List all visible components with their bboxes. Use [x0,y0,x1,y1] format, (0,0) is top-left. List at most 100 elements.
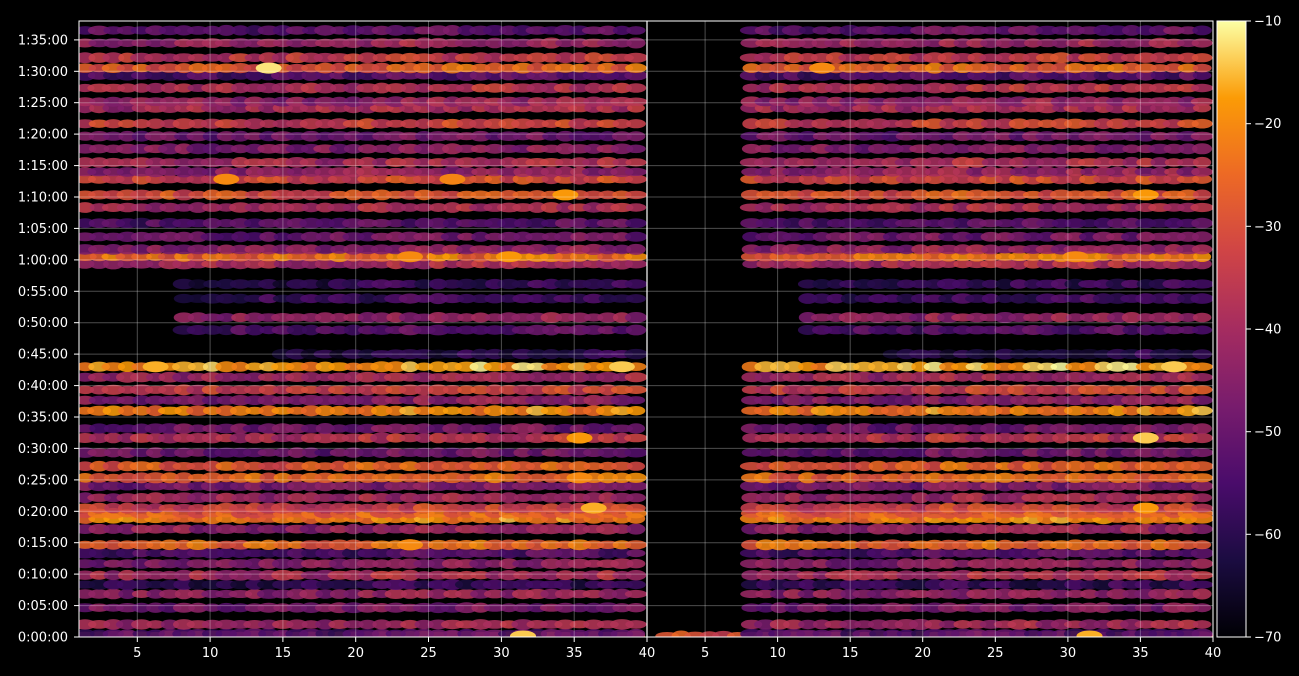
heatmap-cell [273,217,293,229]
heatmap-cell [527,423,547,434]
heatmap-cell [826,473,846,482]
heatmap-cell [330,482,349,491]
heatmap-cell [1177,569,1199,581]
heatmap-cell [371,447,392,458]
heatmap-cell [456,63,477,73]
heatmap-cell [993,394,1017,406]
heatmap-cell [1178,70,1198,81]
heatmap-cell [769,97,791,106]
heatmap-cell [1079,361,1100,372]
heatmap-cell [812,619,832,630]
heatmap-cell [596,119,620,128]
heatmap-cell [231,130,250,142]
heatmap-cell [598,461,617,471]
heatmap-cell [1107,63,1129,73]
heatmap-cell [287,493,307,503]
heatmap-cell [301,548,322,558]
heatmap-cell [1193,540,1212,550]
heatmap-cell [258,102,280,114]
heatmap-cell [979,461,1003,471]
heatmap-cell [769,503,791,513]
heatmap-cell [1135,293,1157,304]
heatmap-cell [231,25,250,36]
heatmap-cell [853,579,876,590]
heatmap-cell [400,361,420,373]
heatmap-cell [854,259,875,269]
heatmap-cell [498,448,520,457]
heatmap-cell [881,173,904,185]
heatmap-cell [1008,629,1030,637]
heatmap-cell [612,131,632,142]
heatmap-cell [925,493,945,503]
heatmap-cell [314,448,337,457]
heatmap-cell [160,448,180,457]
heatmap-cell [584,580,603,589]
heatmap-cell [412,503,436,514]
heatmap-cell [880,433,905,443]
heatmap-cell [596,540,619,549]
heatmap-cell [854,294,874,303]
heatmap-cell [784,492,804,503]
heatmap-cell [625,63,647,73]
heatmap-cell [172,189,196,201]
heatmap-cell [597,432,618,444]
heatmap-cell [812,372,832,382]
heatmap-cell [1191,118,1213,129]
heatmap-cell [1163,71,1184,80]
heatmap-cell [440,232,465,242]
heatmap-cell [330,244,349,254]
heatmap-cell [980,231,1002,242]
heatmap-hotspot [510,630,536,637]
heatmap-cell [527,279,547,289]
heatmap-cell [625,190,647,200]
heatmap-cell [798,312,818,323]
heatmap-cell [1052,202,1071,213]
heatmap-cell [398,312,422,323]
heatmap-cell [144,53,168,63]
heatmap-cell [966,540,988,550]
heatmap-cell [483,423,507,434]
heatmap-cell [868,53,888,62]
heatmap-cell [89,473,110,483]
heatmap-cell [611,588,633,600]
heatmap-cell [399,461,421,472]
heatmap-cell [1063,492,1088,503]
heatmap-cell [272,558,294,569]
heatmap-cell [868,70,888,81]
heatmap-cell [1024,558,1043,569]
heatmap-cell [103,38,123,48]
heatmap-cell [525,232,549,241]
heatmap-cell [783,131,804,141]
heatmap-cell [1093,70,1114,81]
heatmap-cell [89,502,109,514]
heatmap-cell [173,503,195,513]
heatmap-cell [626,580,646,590]
heatmap-cell [880,202,905,213]
heatmap-cell [894,394,919,406]
x-tick-label: 15 [275,646,292,661]
heatmap-cell [1008,118,1030,129]
heatmap-cell [228,167,252,177]
heatmap-cell [330,83,349,93]
heatmap-cell [924,203,946,212]
heatmap-cell [1122,406,1142,416]
heatmap-cell [1191,373,1213,382]
heatmap-cell [896,26,916,35]
heatmap-cell [625,203,647,212]
heatmap-cell [372,144,392,153]
heatmap-cell [484,62,505,74]
y-tick-label: 0:50:00 [18,316,68,331]
heatmap-cell [1148,588,1172,600]
heatmap-cell [568,461,591,472]
heatmap-cell [1150,167,1169,177]
heatmap-cell [1107,394,1128,406]
heatmap-cell [1178,143,1198,155]
x-tick-label: 25 [987,646,1004,661]
heatmap-cell [1193,156,1212,168]
heatmap-cell [540,312,562,323]
heatmap-cell [811,482,833,491]
heatmap-cell [415,71,434,80]
heatmap-cell [882,447,903,458]
heatmap-cell [512,190,534,199]
heatmap-cell [358,493,377,503]
